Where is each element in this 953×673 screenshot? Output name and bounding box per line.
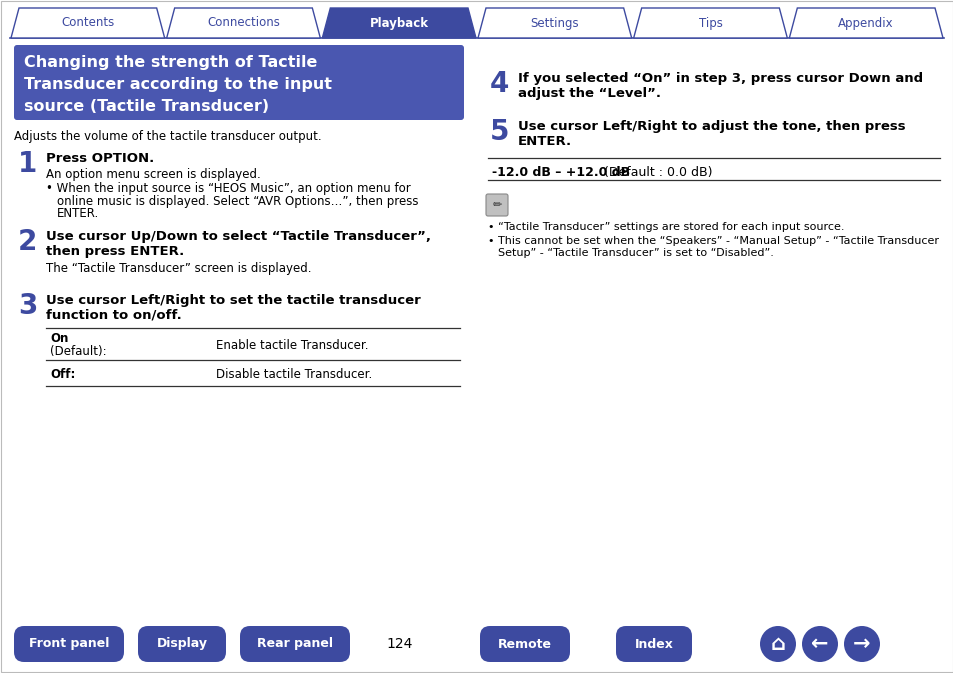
Text: Changing the strength of Tactile: Changing the strength of Tactile <box>24 55 317 70</box>
FancyBboxPatch shape <box>616 626 691 662</box>
Text: source (Tactile Transducer): source (Tactile Transducer) <box>24 99 269 114</box>
Text: • When the input source is “HEOS Music”, an option menu for: • When the input source is “HEOS Music”,… <box>46 182 411 195</box>
Text: Use cursor Left/Right to set the tactile transducer: Use cursor Left/Right to set the tactile… <box>46 294 420 307</box>
Circle shape <box>760 626 795 662</box>
Text: adjust the “Level”.: adjust the “Level”. <box>517 87 660 100</box>
Text: Setup” - “Tactile Transducer” is set to “Disabled”.: Setup” - “Tactile Transducer” is set to … <box>497 248 773 258</box>
Text: Settings: Settings <box>530 17 578 30</box>
Text: →: → <box>852 634 870 654</box>
Text: ⌂: ⌂ <box>770 634 784 654</box>
FancyBboxPatch shape <box>14 45 463 120</box>
Text: (Default : 0.0 dB): (Default : 0.0 dB) <box>599 166 712 179</box>
Text: Disable tactile Transducer.: Disable tactile Transducer. <box>215 368 372 381</box>
FancyBboxPatch shape <box>479 626 569 662</box>
Text: Appendix: Appendix <box>838 17 893 30</box>
Circle shape <box>801 626 837 662</box>
Text: Rear panel: Rear panel <box>256 637 333 651</box>
Text: The “Tactile Transducer” screen is displayed.: The “Tactile Transducer” screen is displ… <box>46 262 312 275</box>
Text: Contents: Contents <box>61 17 114 30</box>
Text: Use cursor Up/Down to select “Tactile Transducer”,: Use cursor Up/Down to select “Tactile Tr… <box>46 230 431 243</box>
FancyBboxPatch shape <box>138 626 226 662</box>
Text: Display: Display <box>156 637 208 651</box>
Text: Tips: Tips <box>698 17 721 30</box>
Text: Playback: Playback <box>369 17 428 30</box>
Circle shape <box>843 626 879 662</box>
Text: ←: ← <box>810 634 828 654</box>
Text: Connections: Connections <box>207 17 279 30</box>
FancyBboxPatch shape <box>485 194 507 216</box>
Text: Index: Index <box>634 637 673 651</box>
Text: • This cannot be set when the “Speakers” - “Manual Setup” - “Tactile Transducer: • This cannot be set when the “Speakers”… <box>488 236 938 246</box>
Text: 3: 3 <box>18 292 37 320</box>
Polygon shape <box>167 8 320 38</box>
Text: function to on/off.: function to on/off. <box>46 309 182 322</box>
Text: Adjusts the volume of the tactile transducer output.: Adjusts the volume of the tactile transd… <box>14 130 321 143</box>
Polygon shape <box>633 8 786 38</box>
Text: Enable tactile Transducer.: Enable tactile Transducer. <box>215 339 368 352</box>
Text: online music is displayed. Select “AVR Options…”, then press: online music is displayed. Select “AVR O… <box>57 195 418 208</box>
FancyBboxPatch shape <box>240 626 350 662</box>
Text: then press ENTER.: then press ENTER. <box>46 245 184 258</box>
Text: ✏: ✏ <box>492 200 501 210</box>
Text: 5: 5 <box>490 118 509 146</box>
Text: • “Tactile Transducer” settings are stored for each input source.: • “Tactile Transducer” settings are stor… <box>488 222 843 232</box>
FancyBboxPatch shape <box>14 626 124 662</box>
Text: Front panel: Front panel <box>29 637 109 651</box>
Text: Use cursor Left/Right to adjust the tone, then press: Use cursor Left/Right to adjust the tone… <box>517 120 904 133</box>
Text: 4: 4 <box>490 70 509 98</box>
Text: An option menu screen is displayed.: An option menu screen is displayed. <box>46 168 260 181</box>
Text: Remote: Remote <box>497 637 552 651</box>
Polygon shape <box>11 8 165 38</box>
Text: (Default):: (Default): <box>50 345 107 358</box>
Text: 124: 124 <box>386 637 413 651</box>
Text: 1: 1 <box>18 150 37 178</box>
Polygon shape <box>788 8 942 38</box>
Text: If you selected “On” in step 3, press cursor Down and: If you selected “On” in step 3, press cu… <box>517 72 923 85</box>
Text: Transducer according to the input: Transducer according to the input <box>24 77 332 92</box>
Text: 2: 2 <box>18 228 37 256</box>
Text: Press OPTION.: Press OPTION. <box>46 152 154 165</box>
Text: On: On <box>50 332 69 345</box>
Polygon shape <box>322 8 476 38</box>
Polygon shape <box>477 8 631 38</box>
Text: ENTER.: ENTER. <box>57 207 99 220</box>
Text: ENTER.: ENTER. <box>517 135 572 148</box>
Text: Off:: Off: <box>50 368 75 381</box>
Text: -12.0 dB – +12.0 dB: -12.0 dB – +12.0 dB <box>492 166 630 179</box>
